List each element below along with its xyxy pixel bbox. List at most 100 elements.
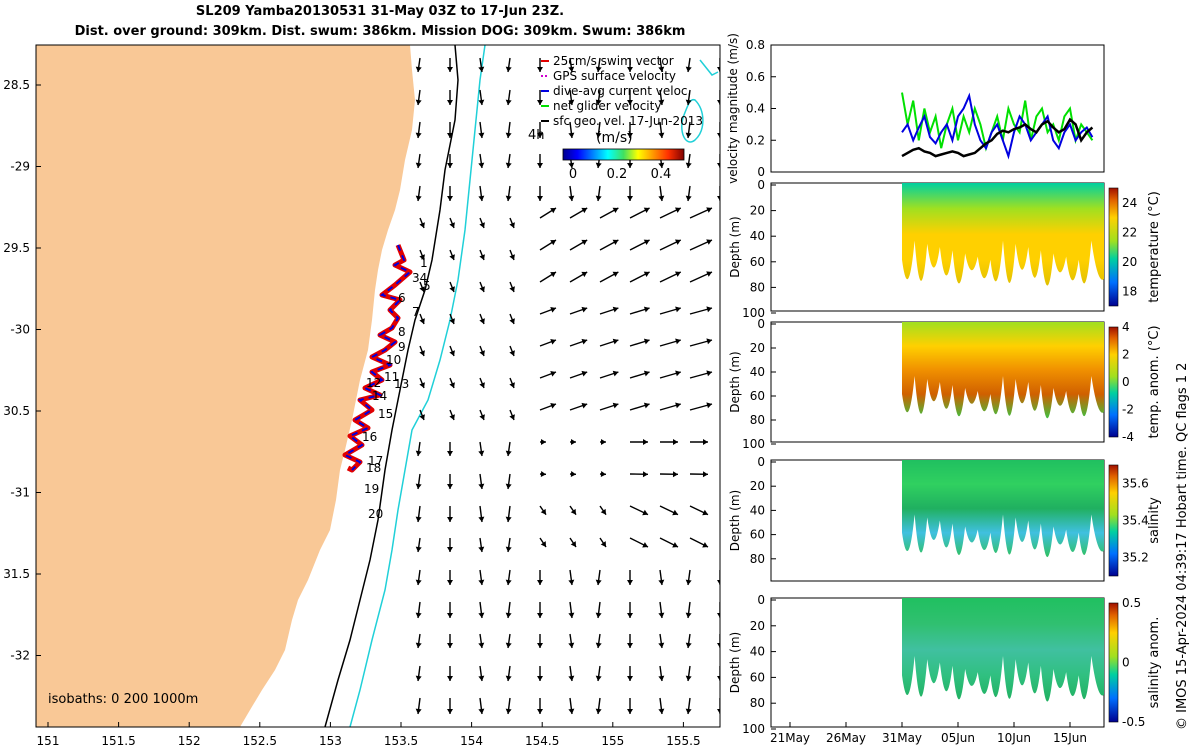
velocity-vector-head bbox=[658, 66, 665, 72]
depth-tick: 60 bbox=[750, 528, 765, 542]
velocity-vector-head bbox=[595, 675, 602, 681]
velocity-vector-head bbox=[419, 414, 425, 420]
velocity-vector-head bbox=[537, 67, 543, 72]
velocity-vector-head bbox=[447, 580, 453, 585]
velocity-vector-head bbox=[505, 612, 512, 618]
velocity-vector-head bbox=[419, 222, 425, 228]
velocity-vector-head bbox=[540, 541, 546, 547]
depth-tick: 60 bbox=[750, 255, 765, 269]
velocity-vector-head bbox=[537, 133, 543, 138]
velocity-vector-head bbox=[447, 676, 453, 681]
heatmap-axes bbox=[770, 597, 1105, 728]
colorbar-tick: -2 bbox=[1122, 403, 1134, 417]
velocity-vector-head bbox=[685, 579, 692, 585]
velocity-vector-head bbox=[449, 222, 455, 228]
track-label: 10 bbox=[386, 353, 401, 367]
track-label: 13 bbox=[394, 377, 409, 391]
track-label: 5 bbox=[423, 279, 431, 293]
lat-tick-label: 28.5 bbox=[3, 78, 30, 92]
velocity-vector-head bbox=[419, 286, 425, 292]
velocity-vector-head bbox=[505, 675, 512, 681]
velocity-vector-head bbox=[479, 286, 485, 292]
velocity-vector-head bbox=[540, 508, 546, 515]
legend-label: sfc geo. vel. 17-Jun-2013 bbox=[553, 114, 703, 128]
velocity-vector-head bbox=[419, 318, 425, 324]
velocity-vector-head bbox=[595, 642, 602, 648]
depth-tick: 80 bbox=[750, 280, 765, 294]
velocity-vector-head bbox=[537, 580, 543, 585]
velocity-vector-head bbox=[478, 546, 485, 552]
velocity-vector-head bbox=[706, 402, 712, 409]
velocity-vector-head bbox=[568, 708, 575, 714]
velocity-vector-head bbox=[717, 163, 720, 168]
velocity-vector-head bbox=[600, 471, 606, 478]
depth-tick: 60 bbox=[750, 670, 765, 684]
track-label: 11 bbox=[384, 370, 399, 384]
velocity-vector-head bbox=[419, 350, 425, 356]
colorbar-tick: 0 bbox=[1122, 656, 1130, 670]
velocity-vector-head bbox=[612, 306, 619, 313]
velocity-vector-head bbox=[595, 66, 602, 72]
velocity-vector-head bbox=[706, 271, 712, 277]
velocity-vector-head bbox=[627, 196, 633, 201]
heatmap-colorbar bbox=[1108, 464, 1119, 577]
time-tick: 05Jun bbox=[941, 731, 975, 745]
velocity-vector-head bbox=[571, 439, 576, 445]
velocity-vector-head bbox=[447, 67, 453, 72]
velocity-vector-head bbox=[703, 439, 708, 445]
depth-tick: 60 bbox=[750, 389, 765, 403]
velocity-vector-head bbox=[447, 451, 453, 456]
velocity-ytick: 0.4 bbox=[746, 102, 765, 116]
velocity-vector-field bbox=[415, 57, 720, 715]
velocity-vector-head bbox=[658, 642, 665, 648]
velocity-vector-head bbox=[449, 286, 455, 292]
track-label: 34 bbox=[412, 271, 427, 285]
velocity-vector-head bbox=[415, 162, 422, 168]
velocity-vector-head bbox=[479, 318, 485, 324]
velocity-vector-head bbox=[658, 612, 665, 618]
velocity-vector-head bbox=[447, 196, 453, 201]
depth-tick: 20 bbox=[750, 479, 765, 493]
velocity-vector-head bbox=[478, 642, 485, 648]
velocity-vector-head bbox=[550, 306, 556, 313]
velocity-vector bbox=[719, 217, 720, 218]
colorbar-tick: 0 bbox=[569, 167, 577, 182]
velocity-vector-head bbox=[509, 318, 515, 324]
lon-tick-label: 152.5 bbox=[243, 734, 277, 748]
depth-tick: 40 bbox=[750, 229, 765, 243]
velocity-vector-head bbox=[568, 99, 575, 105]
velocity-vector-head bbox=[685, 612, 692, 618]
velocity-vector-head bbox=[415, 132, 422, 138]
velocity-vector-head bbox=[447, 484, 453, 489]
velocity-vector-head bbox=[570, 541, 576, 547]
colorbar-tick: 24 bbox=[1122, 196, 1137, 210]
velocity-vector-head bbox=[447, 100, 453, 105]
heatmap-axes bbox=[770, 459, 1105, 582]
velocity-vector-head bbox=[449, 382, 455, 388]
velocity-vector-head bbox=[627, 580, 633, 585]
lon-tick-label: 154.5 bbox=[525, 734, 559, 748]
velocity-vector-head bbox=[612, 239, 619, 246]
track-label: 6 bbox=[398, 291, 406, 305]
legend-label: net glider velocity bbox=[553, 99, 661, 113]
map-frame bbox=[35, 44, 721, 728]
velocity-vector-head bbox=[568, 66, 575, 72]
velocity-vector-head bbox=[685, 195, 692, 201]
velocity-vector-head bbox=[478, 612, 485, 618]
legend-label: 25cm/s swim vector bbox=[553, 54, 674, 68]
velocity-vector-head bbox=[658, 195, 665, 201]
velocity-vector-head bbox=[642, 542, 648, 548]
time-tick: 21May bbox=[770, 731, 810, 745]
velocity-vector-head bbox=[478, 99, 485, 105]
velocity-vector-head bbox=[479, 382, 485, 388]
velocity-vector-head bbox=[505, 579, 512, 585]
velocity-vector-head bbox=[658, 132, 665, 138]
velocity-vector-head bbox=[673, 439, 678, 445]
velocity-vector-head bbox=[505, 516, 512, 522]
velocity-vector-head bbox=[478, 675, 485, 681]
velocity-vector-head bbox=[537, 100, 543, 105]
velocity-vector-head bbox=[509, 414, 515, 420]
colorbar-tick: 0.5 bbox=[1122, 596, 1141, 610]
